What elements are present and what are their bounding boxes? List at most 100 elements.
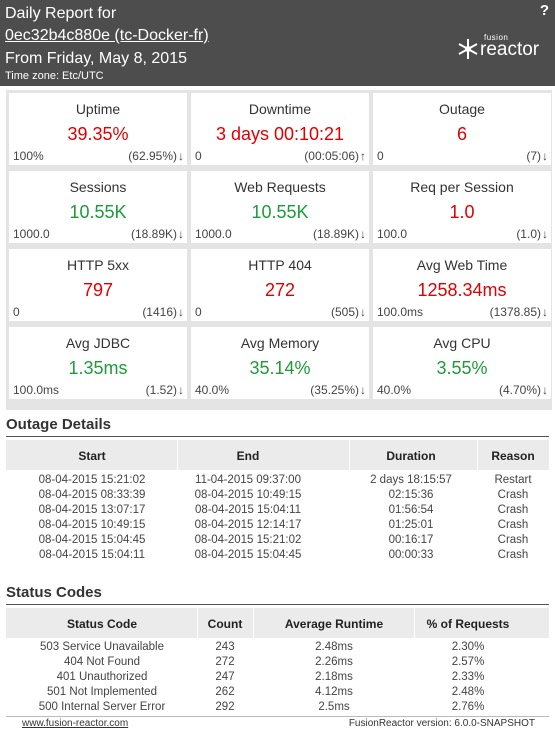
arrow-up-icon: ↑ <box>360 149 366 163</box>
metric-value: 1.35ms <box>68 358 128 378</box>
column-header: % of Requests <box>426 617 510 631</box>
table-row: 08-04-2015 13:07:17 08-04-2015 15:04:11 01… <box>6 504 549 519</box>
table-row: 08-04-2015 08:33:39 08-04-2015 10:49:15 02… <box>6 489 549 504</box>
outage-section-title: Outage Details <box>6 416 112 433</box>
table-cell: 401 Unauthorized <box>56 671 148 683</box>
metric-previous: (1378.85)↓ <box>490 305 548 319</box>
table-cell: 2.5ms <box>318 701 350 713</box>
metric-card: HTTP 5xx 797 0 (1416)↓ <box>9 249 187 321</box>
column-header: End <box>236 449 260 463</box>
table-cell: 08-04-2015 15:04:11 <box>195 504 301 516</box>
metrics-grid: Uptime 39.35% 100% (62.95%)↓ Downtime 3 days … <box>6 90 552 410</box>
table-cell: 08-04-2015 15:21:02 <box>38 474 146 486</box>
table-row: 08-04-2015 15:04:45 08-04-2015 15:21:02 00… <box>6 534 549 549</box>
table-cell: 503 Service Unavailable <box>39 641 165 653</box>
metric-threshold: 0 <box>195 305 202 319</box>
table-cell: 272 <box>215 656 235 668</box>
arrow-down-icon: ↓ <box>360 383 366 397</box>
table-cell: 08-04-2015 15:04:45 <box>194 549 302 561</box>
arrow-down-icon: ↓ <box>360 305 366 319</box>
column-separator <box>349 440 350 470</box>
metric-previous: (7)↓ <box>526 149 548 163</box>
metric-value: 797 <box>82 280 114 300</box>
footer-website-link[interactable]: www.fusion-reactor.com <box>22 718 129 729</box>
table-cell: 500 Internal Server Error <box>38 701 166 713</box>
metric-previous-value: (1.52) <box>145 383 177 397</box>
table-cell: Crash <box>497 549 529 561</box>
metric-threshold: 100.0 <box>377 227 408 241</box>
table-cell: 08-04-2015 12:14:17 <box>194 519 302 531</box>
table-cell: 08-04-2015 08:33:39 <box>38 489 146 501</box>
metric-previous-value: (505) <box>330 305 359 319</box>
metric-value: 1.0 <box>449 202 475 222</box>
arrow-down-icon: ↓ <box>178 149 184 163</box>
metric-label: Avg Web Time <box>416 257 508 273</box>
metric-previous-value: (1416) <box>142 305 177 319</box>
table-cell: 08-04-2015 13:07:17 <box>38 504 146 516</box>
report-date: From Friday, May 8, 2015 <box>5 50 187 67</box>
table-cell: 02:15:36 <box>388 489 434 501</box>
column-header: Start <box>78 449 106 463</box>
metric-label: Req per Session <box>410 179 514 195</box>
metric-value: 1258.34ms <box>417 280 507 300</box>
metric-threshold: 40.0% <box>195 383 230 397</box>
column-separator <box>177 440 178 470</box>
table-row: 503 Service Unavailable 243 2.48ms 2.30% <box>6 641 549 656</box>
metric-label: Outage <box>439 101 485 117</box>
column-header: Duration <box>386 449 436 463</box>
status-codes-section-divider <box>6 604 549 605</box>
column-separator <box>197 608 198 638</box>
table-cell: Crash <box>497 504 529 516</box>
table-cell: 08-04-2015 15:04:11 <box>39 549 145 561</box>
table-cell: 2.48ms <box>315 641 353 653</box>
metric-card: Req per Session 1.0 100.0 (1.0)↓ <box>373 171 551 243</box>
metric-previous-value: (00:05:06) <box>304 149 359 163</box>
table-cell: Crash <box>497 534 529 546</box>
table-cell: 11-04-2015 09:37:00 <box>195 474 301 486</box>
footer: www.fusion-reactor.com FusionReactor ver… <box>0 718 555 734</box>
table-cell: 08-04-2015 10:49:15 <box>38 519 146 531</box>
column-header: Count <box>207 617 243 631</box>
table-row: 501 Not Implemented 262 4.12ms 2.48% <box>6 686 549 701</box>
table-cell: 2.26ms <box>315 656 353 668</box>
logo-text-bottom: reactor <box>480 39 540 60</box>
server-link[interactable]: 0ec32b4c880e (tc-Docker-fr) <box>5 27 209 44</box>
metric-previous: (00:05:06)↑ <box>304 149 366 163</box>
column-separator <box>414 608 415 638</box>
footer-version: FusionReactor version: 6.0.0-SNAPSHOT <box>348 718 535 729</box>
table-cell: 08-04-2015 15:04:45 <box>38 534 146 546</box>
metric-value: 6 <box>456 124 467 144</box>
arrow-down-icon: ↓ <box>542 227 548 241</box>
table-cell: 2.18ms <box>315 671 353 683</box>
column-separator <box>253 608 254 638</box>
help-icon[interactable]: ? <box>539 2 549 19</box>
table-header: Status Code Count Average Runtime % of Requ… <box>6 608 549 638</box>
status-codes-section-title: Status Codes <box>6 584 102 601</box>
metric-previous-value: (18.89K) <box>130 227 177 241</box>
metric-label: Sessions <box>69 179 127 195</box>
arrow-down-icon: ↓ <box>542 383 548 397</box>
table-cell: 01:56:54 <box>388 504 434 516</box>
table-cell: 292 <box>215 701 235 713</box>
metric-previous: (18.89K)↓ <box>131 227 184 241</box>
table-header: Start End Duration Reason <box>6 440 549 470</box>
metric-label: Avg Memory <box>240 335 320 351</box>
metric-card: HTTP 404 272 0 (505)↓ <box>191 249 369 321</box>
metric-threshold: 0 <box>195 149 202 163</box>
metric-previous: (18.89K)↓ <box>313 227 366 241</box>
footer-divider <box>6 716 549 717</box>
table-cell: 2.48% <box>451 686 485 698</box>
arrow-down-icon: ↓ <box>178 383 184 397</box>
table-row: 404 Not Found 272 2.26ms 2.57% <box>6 656 549 671</box>
report-header: Daily Report for 0ec32b4c880e (tc-Docker… <box>0 0 555 86</box>
table-cell: 00:00:33 <box>388 549 434 561</box>
metric-value: 272 <box>264 280 296 300</box>
table-cell: 2.57% <box>451 656 485 668</box>
table-cell: 247 <box>215 671 235 683</box>
arrow-down-icon: ↓ <box>178 305 184 319</box>
metric-previous-value: (1.0) <box>516 227 541 241</box>
table-cell: Crash <box>497 489 529 501</box>
metric-label: Uptime <box>75 101 121 117</box>
table-cell: 262 <box>215 686 235 698</box>
metric-previous: (62.95%)↓ <box>128 149 184 163</box>
